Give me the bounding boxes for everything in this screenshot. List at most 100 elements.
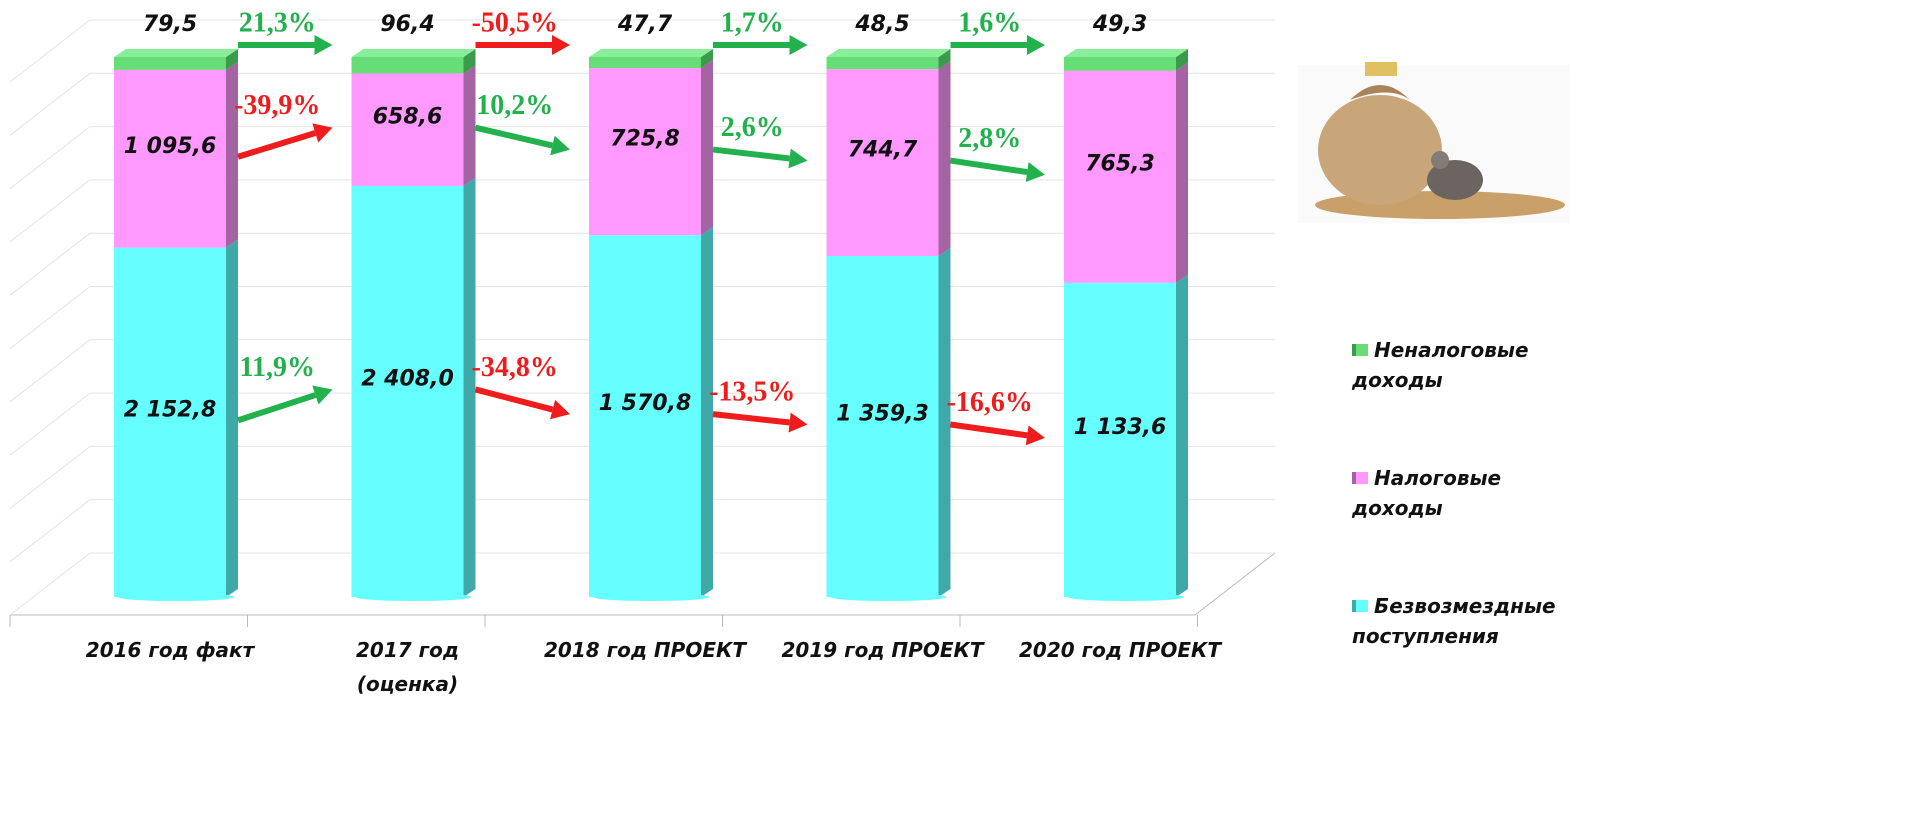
- arrow-head: [314, 35, 333, 55]
- bar-segment: [826, 57, 939, 70]
- arrow-shaft: [237, 392, 317, 424]
- bar-base: [593, 593, 709, 601]
- change-label: -13,5%: [709, 377, 795, 408]
- arrow-head: [1025, 162, 1045, 182]
- legend-entry: Неналоговые доходы: [1352, 335, 1582, 395]
- bar-side: [938, 49, 951, 70]
- bar-segment: [351, 57, 464, 74]
- legend-swatch: [1352, 344, 1368, 356]
- legend-label: Безвозмездные поступления: [1352, 594, 1556, 648]
- grid-line: [9, 552, 91, 616]
- bar-base: [355, 593, 472, 601]
- bar-cap: [351, 49, 476, 57]
- bar-segment: [826, 255, 939, 597]
- grid-line: [9, 19, 91, 83]
- bar-segment: [589, 57, 701, 68]
- change-label: 10,2%: [476, 90, 553, 121]
- arrow-shaft: [712, 411, 790, 426]
- x-tick-label: 2020 год ПРОЕКТ: [1019, 638, 1221, 662]
- bar-side: [1176, 49, 1188, 71]
- change-label: -50,5%: [472, 7, 558, 38]
- change-arrow: [950, 35, 1045, 55]
- change-arrow: [474, 124, 570, 156]
- bar-side: [938, 61, 951, 256]
- legend-swatch: [1352, 600, 1368, 612]
- bar-cap: [114, 49, 238, 57]
- bar-cap: [826, 49, 951, 57]
- data-label: 47,7: [617, 12, 673, 37]
- bar-segment: [1064, 70, 1176, 283]
- data-label: 725,8: [610, 127, 680, 152]
- arrow-shaft: [474, 124, 554, 149]
- change-label: -16,6%: [947, 387, 1033, 418]
- change-arrow: [712, 411, 808, 433]
- legend-label: Неналоговые доходы: [1352, 338, 1529, 392]
- bag-tie: [1365, 62, 1397, 76]
- data-label: 658,6: [373, 105, 443, 130]
- arrow-head: [788, 412, 808, 433]
- x-tick-label: 2018 год ПРОЕКТ: [544, 638, 746, 662]
- mouse: [1427, 160, 1483, 200]
- mouse-ear: [1431, 151, 1449, 169]
- change-arrow: [712, 146, 808, 169]
- data-label: 2 152,8: [124, 397, 217, 422]
- bar-side: [226, 239, 238, 597]
- change-label: 1,7%: [721, 7, 784, 38]
- change-arrow: [237, 123, 333, 160]
- grid-line: [9, 392, 91, 456]
- data-label: 744,7: [848, 138, 918, 163]
- arrow-head: [789, 35, 808, 55]
- arrow-head: [552, 35, 570, 55]
- bar-side: [938, 247, 951, 597]
- illustration: [1298, 62, 1570, 223]
- change-arrow: [713, 35, 808, 55]
- x-tick-label: 2019 год ПРОЕКТ: [781, 638, 984, 662]
- bar-side: [463, 177, 476, 598]
- grid-line: [9, 179, 91, 243]
- change-label: 1,6%: [958, 7, 1021, 38]
- data-label: 2 408,0: [361, 366, 454, 391]
- arrow-head: [1027, 35, 1045, 55]
- arrow-shaft: [237, 130, 317, 160]
- legend-swatch: [1352, 472, 1368, 484]
- bar-segment: [1064, 57, 1176, 71]
- grid-line: [9, 126, 91, 189]
- data-label: 1 359,3: [836, 401, 929, 426]
- bar-side: [701, 227, 713, 597]
- change-arrow: [950, 421, 1045, 446]
- legend-entry: Безвозмездные поступления: [1352, 591, 1582, 651]
- bar-segment: [589, 235, 701, 597]
- grid-line: [9, 286, 91, 349]
- change-arrow: [238, 35, 333, 55]
- data-label: 1 570,8: [599, 391, 692, 416]
- data-label: 49,3: [1092, 12, 1147, 37]
- bar-side: [1176, 62, 1188, 283]
- change-label: 21,3%: [239, 7, 316, 38]
- arrow-shaft: [950, 157, 1028, 176]
- bar-side: [701, 59, 713, 236]
- bar-side: [226, 61, 238, 248]
- floor-edge: [1194, 552, 1276, 616]
- bar-side: [1176, 274, 1188, 597]
- grid-line: [9, 446, 91, 509]
- bar-segment: [1064, 282, 1176, 597]
- bar-segment: [351, 185, 464, 598]
- bar-segment: [114, 69, 226, 248]
- data-label: 79,5: [143, 12, 197, 37]
- bar-side: [226, 49, 238, 70]
- arrow-head: [312, 123, 333, 143]
- arrow-head: [550, 399, 570, 420]
- arrow-head: [550, 135, 570, 156]
- grid-line: [9, 232, 91, 296]
- bar-base: [1068, 593, 1184, 601]
- change-label: -39,9%: [234, 90, 320, 121]
- bar-side: [463, 65, 476, 186]
- bar-base: [830, 593, 947, 601]
- data-label: 1 095,6: [124, 134, 217, 159]
- money-bag: [1318, 95, 1442, 205]
- grid-line: [9, 499, 91, 563]
- change-arrow: [474, 386, 570, 420]
- change-label: 11,9%: [240, 352, 315, 383]
- bar-segment: [826, 69, 939, 256]
